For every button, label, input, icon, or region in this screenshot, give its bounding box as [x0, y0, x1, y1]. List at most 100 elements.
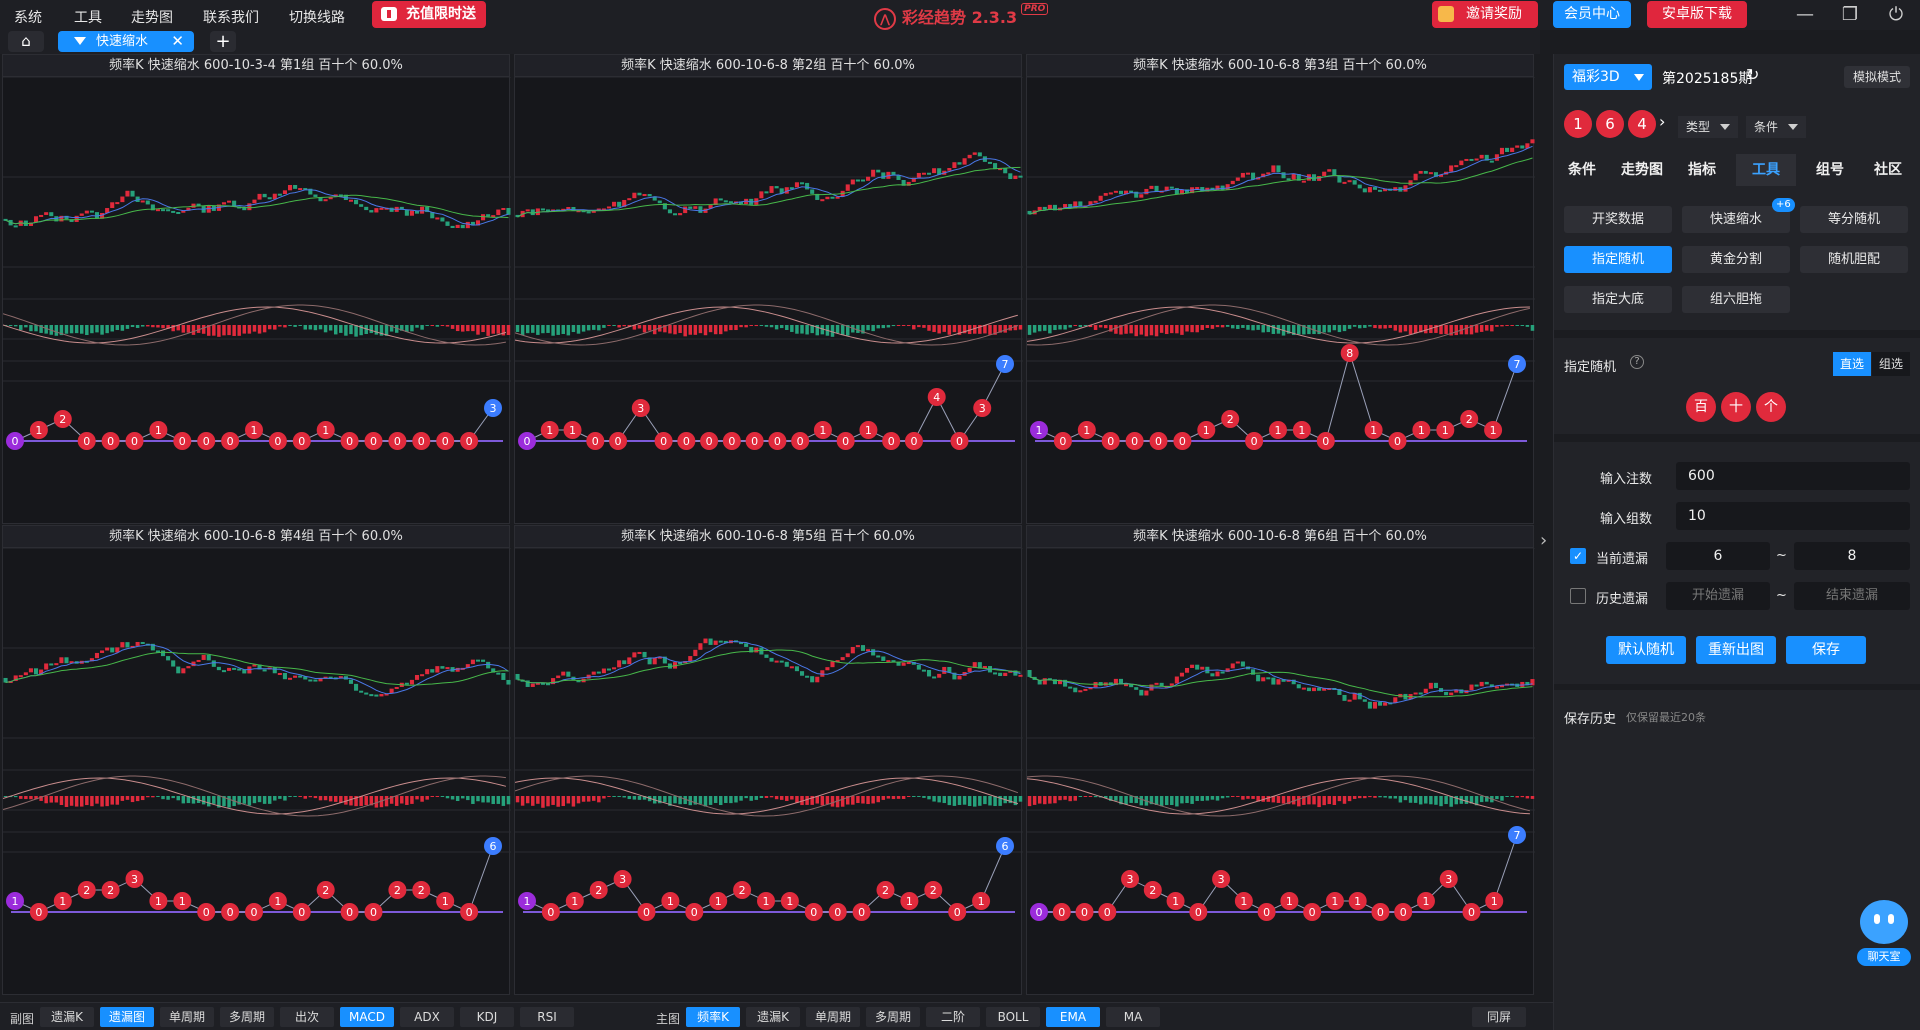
sub-btn-rsi[interactable]: RSI	[520, 1007, 574, 1027]
type-dropdown[interactable]: 类型	[1678, 116, 1738, 138]
groups-input[interactable]: 10	[1676, 502, 1910, 530]
sub-btn-single[interactable]: 单周期	[160, 1007, 214, 1027]
main-btn-second[interactable]: 二阶	[926, 1007, 980, 1027]
sub-btn-count[interactable]: 出次	[280, 1007, 334, 1027]
tool-group6-drag[interactable]: 组六胆拖	[1682, 286, 1790, 313]
invite-reward-button[interactable]: 邀请奖励	[1432, 1, 1538, 28]
candle	[252, 199, 257, 204]
sub-btn-missk[interactable]: 遗漏K	[40, 1007, 94, 1027]
current-miss-to-input[interactable]: 8	[1794, 542, 1910, 570]
tab-community[interactable]: 社区	[1874, 162, 1902, 178]
main-btn-freqk[interactable]: 频率K	[686, 1007, 740, 1027]
tab-indicator[interactable]: 指标	[1688, 162, 1716, 178]
refresh-icon[interactable]: ↻	[1746, 65, 1760, 84]
miss-point	[1234, 892, 1253, 910]
history-miss-from-input[interactable]: 开始遗漏	[1666, 582, 1770, 610]
menu-contact[interactable]: 联系我们	[203, 10, 259, 26]
lottery-select[interactable]: 福彩3D	[1564, 64, 1652, 90]
main-btn-boll[interactable]: BOLL	[986, 1007, 1040, 1027]
pos-hundreds[interactable]: 百	[1686, 392, 1716, 422]
main-btn-ma[interactable]: MA	[1106, 1007, 1160, 1027]
candle	[425, 669, 430, 675]
tool-equal-random[interactable]: 等分随机	[1800, 206, 1908, 233]
recharge-promo-button[interactable]: 充值限时送	[372, 1, 486, 28]
home-icon[interactable]: ⌂	[8, 31, 44, 52]
candle	[425, 206, 430, 213]
sync-screen-button[interactable]: 同屏	[1472, 1007, 1526, 1027]
redraw-button[interactable]: 重新出图	[1696, 636, 1776, 664]
current-miss-from-input[interactable]: 6	[1666, 542, 1770, 570]
chart-panel[interactable]: 频率K 快速缩水 600-10-6-8 第2组 百十个 60.0% 0 1 1 0 0 3 0…	[514, 54, 1023, 525]
macd-bar	[440, 796, 445, 797]
candle	[1454, 689, 1459, 693]
power-icon[interactable]: ⏻	[1888, 4, 1904, 25]
sub-btn-multi[interactable]: 多周期	[220, 1007, 274, 1027]
tab-tools[interactable]: 工具	[1736, 154, 1796, 186]
chart-panel[interactable]: 频率K 快速缩水 600-10-6-8 第3组 百十个 60.0% 1 0 1 0 0 0 0…	[1026, 54, 1535, 525]
close-icon[interactable]: ✕	[171, 32, 184, 50]
menu-system[interactable]: 系统	[14, 10, 42, 26]
sub-btn-missmap[interactable]: 遗漏图	[100, 1007, 154, 1027]
macd-bar	[1469, 325, 1474, 335]
add-tab-icon[interactable]: +	[210, 31, 236, 52]
macd-bar	[34, 325, 38, 332]
restore-icon[interactable]: ❐	[1841, 4, 1859, 25]
default-random-button[interactable]: 默认随机	[1606, 636, 1686, 664]
count-input[interactable]: 600	[1676, 462, 1910, 490]
chevron-right-icon[interactable]: ›	[1659, 112, 1666, 131]
chat-room-button[interactable]: 聊天室	[1857, 900, 1911, 972]
main-btn-multi[interactable]: 多周期	[866, 1007, 920, 1027]
macd-bar	[283, 325, 287, 328]
tool-specified-random[interactable]: 指定随机	[1564, 246, 1672, 273]
minimize-icon[interactable]: —	[1796, 4, 1814, 25]
candle	[1149, 185, 1154, 189]
main-btn-single[interactable]: 单周期	[806, 1007, 860, 1027]
tab-quick-shrink[interactable]: 快速缩水 ✕	[58, 31, 194, 52]
tab-condition[interactable]: 条件	[1568, 162, 1596, 178]
tool-draw-data[interactable]: 开奖数据	[1564, 206, 1672, 233]
menu-tools[interactable]: 工具	[74, 10, 102, 26]
history-miss-to-input[interactable]: 结束遗漏	[1794, 582, 1910, 610]
pos-ones[interactable]: 个	[1756, 392, 1786, 422]
tab-trend[interactable]: 走势图	[1621, 162, 1663, 178]
current-miss-checkbox[interactable]: ✓	[1570, 548, 1586, 564]
menu-switch-line[interactable]: 切换线路	[289, 10, 345, 26]
main-btn-missk[interactable]: 遗漏K	[746, 1007, 800, 1027]
sub-btn-macd[interactable]: MACD	[340, 1007, 394, 1027]
sub-btn-adx[interactable]: ADX	[400, 1007, 454, 1027]
chart-panel[interactable]: 频率K 快速缩水 600-10-6-8 第4组 百十个 60.0% 1 0 1 2 2 3 1…	[2, 525, 511, 996]
macd-bar	[602, 325, 606, 328]
sub-btn-kdj[interactable]: KDJ	[460, 1007, 514, 1027]
chart-panel[interactable]: 频率K 快速缩水 600-10-3-4 第1组 百十个 60.0% 0 1 2 0 0 0 1…	[2, 54, 511, 525]
group-toggle[interactable]: 组选	[1872, 352, 1910, 376]
help-icon[interactable]: ?	[1630, 355, 1644, 369]
tool-quick-shrink[interactable]: 快速缩水	[1682, 206, 1790, 233]
candle	[49, 212, 54, 217]
chart-panel[interactable]: 频率K 快速缩水 600-10-6-8 第5组 百十个 60.0% 1 0 1 2 3 0 1…	[514, 525, 1023, 996]
collapse-sidebar-icon[interactable]: ›	[1540, 530, 1548, 551]
menu-trend[interactable]: 走势图	[131, 10, 173, 26]
android-download-button[interactable]: 安卓版下载	[1647, 1, 1747, 28]
member-center-button[interactable]: 会员中心	[1553, 1, 1631, 28]
tool-random-dan[interactable]: 随机胆配	[1800, 246, 1908, 273]
miss-label: 1	[819, 424, 826, 437]
condition-dropdown[interactable]: 条件	[1746, 116, 1806, 138]
candle	[1118, 190, 1124, 195]
tool-golden-section[interactable]: 黄金分割	[1682, 246, 1790, 273]
tool-specified-base[interactable]: 指定大底	[1564, 286, 1672, 313]
history-miss-checkbox[interactable]	[1570, 588, 1586, 604]
chart-panel[interactable]: 频率K 快速缩水 600-10-6-8 第6组 百十个 60.0% 0 0 0 0 3 2 1…	[1026, 525, 1535, 996]
pos-tens[interactable]: 十	[1721, 392, 1751, 422]
tab-group[interactable]: 组号	[1816, 162, 1844, 178]
simulation-mode-button[interactable]: 模拟模式	[1844, 66, 1910, 88]
main-btn-ema[interactable]: EMA	[1046, 1007, 1100, 1027]
save-button[interactable]: 保存	[1786, 636, 1866, 664]
candle	[860, 179, 866, 182]
direct-toggle[interactable]: 直选	[1833, 352, 1871, 376]
